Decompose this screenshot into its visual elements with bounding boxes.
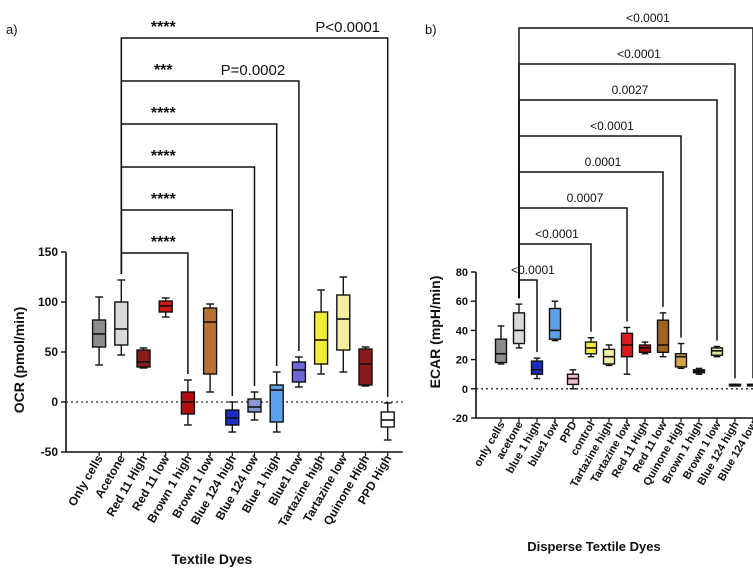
panel-a-box-rect xyxy=(247,398,262,413)
panel-b-p-value: <0.0001 xyxy=(626,11,670,25)
panel-a-y-tick-label: 150 xyxy=(38,245,58,259)
panel-a-box-rect xyxy=(291,361,307,383)
panel-a-significance-stars: **** xyxy=(151,19,177,36)
panel-b-box-7 xyxy=(620,326,634,422)
panel-a-bracket-line xyxy=(120,37,389,397)
panel-b-p-value: <0.0001 xyxy=(617,47,661,61)
panel-a-box-5 xyxy=(202,303,218,456)
panel-b-box-3 xyxy=(548,300,562,422)
panel-a-chart: a) OCR (pmol/min) Textile Dyes -50 0 50 100… xyxy=(6,19,403,567)
panel-a-label: a) xyxy=(6,22,18,37)
panel-a-box-rect xyxy=(180,391,196,415)
panel-b-label: b) xyxy=(425,22,437,37)
panel-a-box-rect xyxy=(336,294,351,351)
panel-a-bracket-line xyxy=(120,252,189,374)
panel-b-box-6 xyxy=(602,344,616,422)
panel-a-box-8 xyxy=(269,371,284,456)
panel-b-box-13 xyxy=(728,383,742,422)
panel-a-box-9 xyxy=(291,356,307,456)
panel-b-box-rect xyxy=(512,312,526,345)
panel-a-y-tick-label: 0 xyxy=(51,395,58,409)
panel-a-box-12 xyxy=(358,346,373,456)
panel-a-box-rect xyxy=(358,348,373,386)
panel-b-p-value: 0.0027 xyxy=(612,83,649,97)
panel-b-bracket-line xyxy=(518,27,753,379)
panel-a-box-rect xyxy=(202,307,218,375)
panel-b-chart: b) ECAR (mpH/min) Disperse Textile Dyes … xyxy=(425,11,753,554)
panel-a-box-1 xyxy=(114,279,129,456)
panel-a-box-rect xyxy=(313,311,329,365)
panel-b-comparison-bracket: <0.0001 xyxy=(518,11,753,379)
panel-a-x-axis-title: Textile Dyes xyxy=(172,551,253,567)
panel-a-significance-stars: *** xyxy=(154,62,173,79)
panel-b-y-tick-label: 80 xyxy=(456,267,468,279)
panel-a-box-7 xyxy=(247,391,262,456)
panel-a-box-4 xyxy=(180,379,196,456)
panel-a-y-tick-label: 100 xyxy=(38,295,58,309)
panel-b-box-8 xyxy=(638,341,652,422)
panel-b-y-axis-title: ECAR (mpH/min) xyxy=(427,276,443,389)
panel-b-box-rect xyxy=(656,319,670,353)
panel-b-y-tick-label: -20 xyxy=(452,413,468,425)
panel-a-comparison-bracket: **** P<0.0001 xyxy=(120,19,389,397)
panel-b-box-0 xyxy=(494,325,508,422)
panel-a-bracket-line xyxy=(120,123,278,366)
panel-b-p-value: 0.0001 xyxy=(585,155,622,169)
panel-a-y-tick-label: 50 xyxy=(45,345,59,359)
panel-a-box-rect xyxy=(136,349,151,368)
panel-b-y-tick-label: 40 xyxy=(456,325,468,337)
panel-b-box-rect xyxy=(548,307,562,340)
panel-b-box-2 xyxy=(530,357,544,422)
panel-b-box-12 xyxy=(710,345,724,422)
panel-b-box-5 xyxy=(584,337,598,422)
panel-a-y-axis-title: OCR (pmol/min) xyxy=(11,307,27,414)
panel-b-p-value: 0.0007 xyxy=(567,191,604,205)
panel-b-y-tick-label: 0 xyxy=(462,384,468,396)
panel-b-box-4 xyxy=(566,369,580,422)
panel-a-p-value: P<0.0001 xyxy=(315,19,380,36)
panel-a-box-11 xyxy=(336,276,351,456)
panel-a-box-0 xyxy=(91,296,107,456)
panel-a-significance-stars: **** xyxy=(151,148,177,165)
panel-b-box-11 xyxy=(692,367,706,422)
panel-a-comparison-bracket: **** xyxy=(120,234,189,374)
panel-b-y-tick-label: 60 xyxy=(456,296,468,308)
panel-a-y-tick-label: -50 xyxy=(41,445,59,459)
panel-a-p-value: P=0.0002 xyxy=(221,62,286,79)
panel-b-p-value: <0.0001 xyxy=(535,227,579,241)
panel-b-box-rect xyxy=(530,360,544,375)
panel-b-box-rect xyxy=(674,353,688,368)
panel-a-comparison-bracket: **** xyxy=(120,105,278,366)
panel-a-box-rect xyxy=(269,384,284,423)
panel-a-box-6 xyxy=(225,401,240,456)
panel-b-comparison-bracket: 0.0007 xyxy=(518,191,628,322)
panel-a-significance-stars: **** xyxy=(151,234,177,251)
panel-a-box-rect xyxy=(114,301,129,346)
panel-b-x-axis-title: Disperse Textile Dyes xyxy=(527,539,660,554)
panel-a-box-13 xyxy=(380,402,395,456)
panel-a-box-2 xyxy=(136,347,151,456)
panel-b-box-9 xyxy=(656,312,670,422)
panel-b-p-value: <0.0001 xyxy=(511,263,555,277)
panel-b-box-14 xyxy=(746,383,753,422)
panel-a-box-10 xyxy=(313,289,329,456)
panel-a-box-3 xyxy=(158,297,173,456)
panel-b-p-value: <0.0001 xyxy=(590,119,634,133)
panel-b-y-tick-label: 20 xyxy=(456,355,468,367)
panel-b-box-rect xyxy=(494,338,508,364)
panel-a-significance-stars: **** xyxy=(151,191,177,208)
panel-b-box-10 xyxy=(674,342,688,422)
panel-a-significance-stars: **** xyxy=(151,105,177,122)
panel-b-box-1 xyxy=(512,303,526,422)
